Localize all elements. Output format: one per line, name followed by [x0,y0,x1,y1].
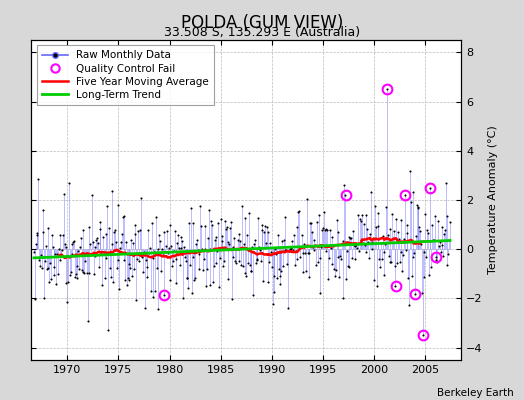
Legend: Raw Monthly Data, Quality Control Fail, Five Year Moving Average, Long-Term Tren: Raw Monthly Data, Quality Control Fail, … [37,45,214,105]
Text: 33.508 S, 135.293 E (Australia): 33.508 S, 135.293 E (Australia) [164,26,360,39]
Text: POLDA (GUM VIEW): POLDA (GUM VIEW) [181,14,343,32]
Y-axis label: Temperature Anomaly (°C): Temperature Anomaly (°C) [488,126,498,274]
Text: Berkeley Earth: Berkeley Earth [437,388,514,398]
